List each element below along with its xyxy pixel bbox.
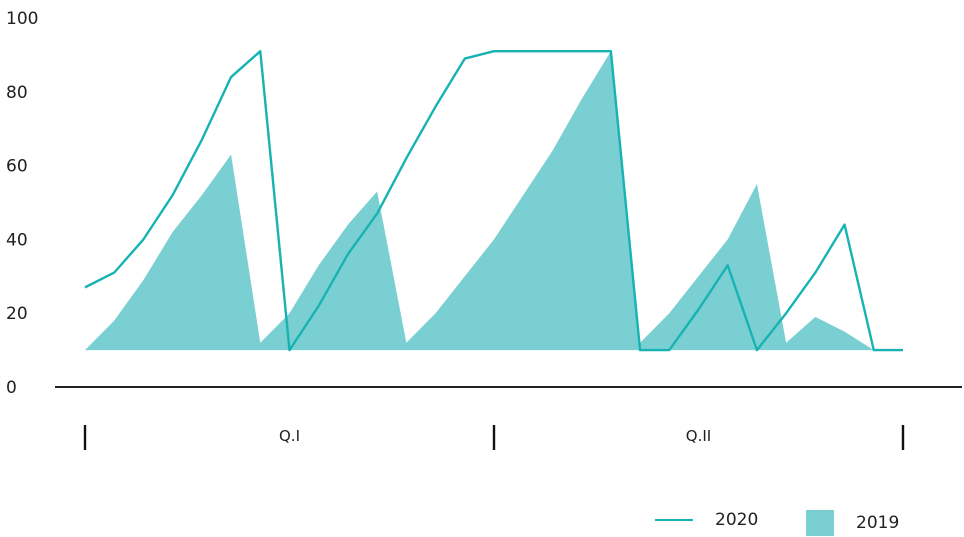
legend-line-2020: [655, 519, 693, 521]
legend-label-2019: 2019: [856, 513, 900, 533]
series-line-2020: [84, 50, 903, 352]
y-tick-label: 40: [6, 230, 28, 250]
series-area-2019: [85, 51, 903, 351]
legend-label-2020: 2020: [715, 510, 759, 530]
legend-item-2019: 2019: [806, 510, 899, 536]
y-tick-label: 100: [6, 9, 38, 29]
y-tick-label: 20: [6, 304, 28, 324]
y-tick-label: 80: [6, 83, 28, 103]
legend-swatch-2019: [806, 510, 834, 536]
y-tick-label: 0: [6, 378, 17, 398]
y-tick-label: 60: [6, 157, 28, 177]
group-label: Q.II: [686, 427, 711, 445]
legend-item-2020: 2020: [655, 510, 758, 530]
group-label: Q.I: [279, 427, 300, 445]
